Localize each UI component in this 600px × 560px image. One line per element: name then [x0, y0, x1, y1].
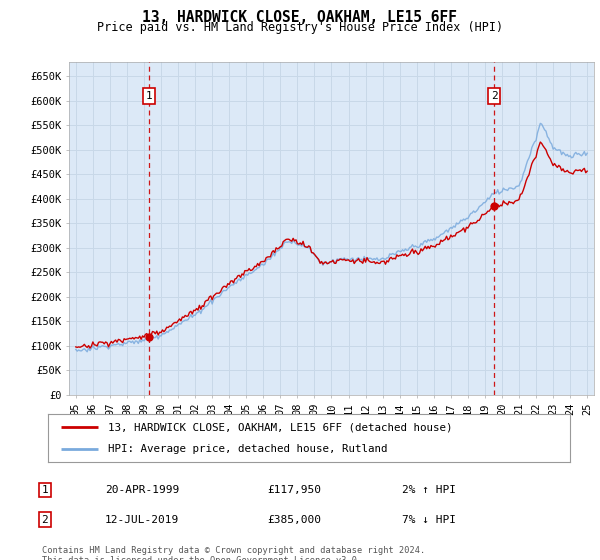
Text: 2: 2 — [491, 91, 497, 101]
Text: 1: 1 — [146, 91, 152, 101]
Text: 2: 2 — [41, 515, 49, 525]
Text: 7% ↓ HPI: 7% ↓ HPI — [402, 515, 456, 525]
Text: 13, HARDWICK CLOSE, OAKHAM, LE15 6FF: 13, HARDWICK CLOSE, OAKHAM, LE15 6FF — [143, 10, 458, 25]
Text: £385,000: £385,000 — [267, 515, 321, 525]
Text: 13, HARDWICK CLOSE, OAKHAM, LE15 6FF (detached house): 13, HARDWICK CLOSE, OAKHAM, LE15 6FF (de… — [108, 422, 452, 432]
Text: 12-JUL-2019: 12-JUL-2019 — [105, 515, 179, 525]
Text: Contains HM Land Registry data © Crown copyright and database right 2024.
This d: Contains HM Land Registry data © Crown c… — [42, 546, 425, 560]
Text: £117,950: £117,950 — [267, 485, 321, 495]
Text: 2% ↑ HPI: 2% ↑ HPI — [402, 485, 456, 495]
Text: 1: 1 — [41, 485, 49, 495]
Text: Price paid vs. HM Land Registry's House Price Index (HPI): Price paid vs. HM Land Registry's House … — [97, 21, 503, 34]
Text: HPI: Average price, detached house, Rutland: HPI: Average price, detached house, Rutl… — [108, 444, 388, 454]
Text: 20-APR-1999: 20-APR-1999 — [105, 485, 179, 495]
